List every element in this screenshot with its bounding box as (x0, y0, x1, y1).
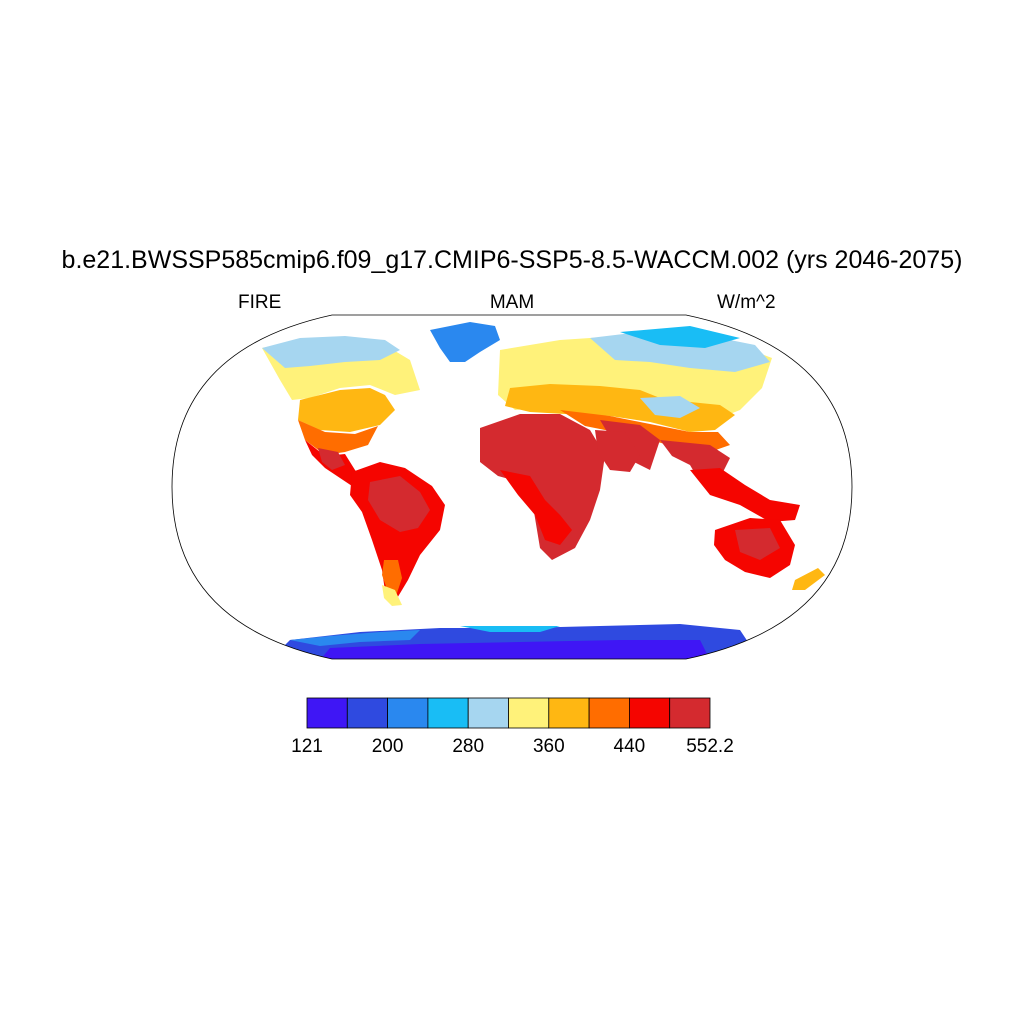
north-america (262, 336, 420, 488)
colorbar-swatch (588, 697, 630, 729)
greenland (430, 322, 500, 362)
colorbar-tick-label: 280 (452, 736, 484, 757)
colorbar-tick-label: 200 (372, 736, 404, 757)
plot-title: b.e21.BWSSP585cmip6.f09_g17.CMIP6-SSP5-8… (61, 246, 963, 274)
antarctica (270, 624, 760, 659)
colorbar-swatch (669, 697, 711, 729)
colorbar-swatch (467, 697, 509, 729)
colorbar-tick-label: 552.2 (686, 736, 734, 757)
colorbar: 121 200 280 360 440 552.2 (291, 697, 734, 757)
eurasia (498, 326, 772, 482)
colorbar-tick-label: 121 (291, 736, 323, 757)
variable-label: FIRE (238, 292, 282, 313)
australia (714, 518, 825, 590)
colorbar-swatch (427, 697, 469, 729)
colorbar-tick-label: 360 (533, 736, 565, 757)
colorbar-tick-label: 440 (614, 736, 646, 757)
map-boundary (171, 314, 853, 660)
colorbar-swatch (387, 697, 429, 729)
colorbar-swatch (508, 697, 550, 729)
colorbar-swatch (548, 697, 590, 729)
colorbar-swatch (306, 697, 348, 729)
season-label: MAM (489, 292, 535, 313)
units-label: W/m^2 (717, 292, 776, 313)
africa (480, 414, 605, 560)
land-fields (262, 322, 825, 659)
colorbar-swatch (629, 697, 671, 729)
south-america (350, 462, 445, 606)
south-asia (595, 430, 800, 522)
colorbar-swatch (346, 697, 388, 729)
